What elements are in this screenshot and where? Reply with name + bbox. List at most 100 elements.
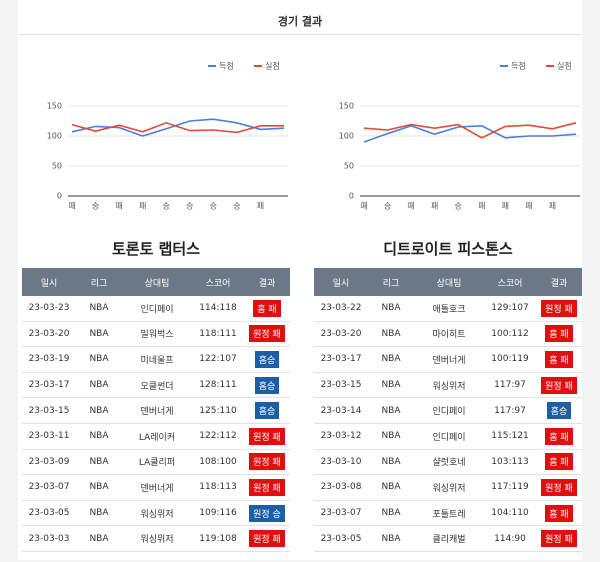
x-tick-label: 승 — [233, 202, 240, 211]
cell: LA레이커 — [138, 432, 176, 443]
legend-label: 득점 — [219, 61, 234, 71]
result-badge: 홈 패 — [545, 325, 573, 343]
cell: NBA — [381, 508, 401, 519]
cell: 원정 패 — [244, 427, 290, 445]
result-badge: 홈 패 — [545, 504, 573, 522]
column-header: 결과 — [258, 278, 276, 289]
y-tick-label: 150 — [47, 102, 62, 111]
x-tick-label: 승 — [163, 202, 170, 211]
cell: 워싱위저 — [432, 381, 466, 392]
table-row: 23-03-22 NBA 애틀호크 129:107 원정 패 — [314, 296, 582, 322]
cell: 마이히트 — [432, 330, 466, 341]
cell: 23-03-08 — [320, 482, 362, 493]
cell: 홈 패 — [244, 299, 290, 317]
cell: NBA — [89, 380, 109, 391]
cell: NBA — [381, 328, 401, 339]
cell: NBA — [381, 431, 401, 442]
cell: 103:113 — [491, 456, 529, 467]
cell: NBA — [89, 508, 109, 519]
cell: NBA — [89, 431, 109, 442]
cell: NBA — [381, 482, 401, 493]
cell: 23-03-09 — [28, 456, 70, 467]
cell: NBA — [381, 533, 401, 544]
result-badge: 원정 패 — [541, 530, 577, 548]
table: 일시 리그 상대팀 스코어 결과 23-03-23 NBA 인디페이 114:118 홈 패 23-… — [22, 268, 290, 552]
cell: NBA — [381, 303, 401, 314]
cell: 104:110 — [491, 508, 529, 519]
column-header: 상대팀 — [436, 278, 462, 289]
x-tick-label: 패 — [139, 201, 146, 211]
cell: 홈 패 — [536, 350, 582, 368]
x-tick-label: 패 — [115, 201, 122, 211]
cell: 클리캐벌 — [432, 535, 466, 546]
cell: 109:116 — [199, 508, 237, 519]
cell: 원정 패 — [536, 299, 582, 317]
cell: 115:121 — [491, 431, 529, 442]
cell: 23-03-15 — [320, 380, 362, 391]
table-row: 23-03-14 NBA 인디페이 117:97 홈승 — [314, 398, 582, 424]
table-row: 23-03-05 NBA 워싱위저 109:116 원정 승 — [22, 501, 290, 527]
result-badge: 원정 패 — [249, 453, 285, 471]
table-row: 23-03-15 NBA 덴버너게 125:110 홈승 — [22, 398, 290, 424]
cell: 100:112 — [491, 328, 529, 339]
result-badge: 원정 패 — [249, 427, 285, 445]
cell: 128:111 — [199, 380, 237, 391]
table-row: 23-03-03 NBA 워싱위저 119:108 원정 패 — [22, 526, 290, 552]
cell: NBA — [381, 405, 401, 416]
x-tick-label: 승 — [210, 202, 217, 211]
x-tick-label: 승 — [186, 202, 193, 211]
cell: 122:112 — [199, 431, 237, 442]
cell: 미네울프 — [140, 355, 174, 366]
cell: 원정 패 — [244, 478, 290, 496]
cell: 오클썬더 — [140, 381, 174, 392]
x-tick-label: 패 — [68, 201, 75, 211]
cell: 샬럿호네 — [432, 458, 466, 469]
cell: 인디페이 — [432, 432, 466, 443]
result-badge: 홈승 — [254, 402, 280, 420]
table-row: 23-03-05 NBA 클리캐벌 114:90 원정 패 — [314, 526, 582, 552]
cell: 홈 패 — [536, 504, 582, 522]
cell: 23-03-17 — [320, 354, 362, 365]
table-row: 23-03-07 NBA 덴버너게 118:113 원정 패 — [22, 475, 290, 501]
cell: 23-03-17 — [28, 380, 70, 391]
team-name: 토론토 랩터스 — [111, 240, 201, 258]
cell: NBA — [89, 533, 109, 544]
y-tick-label: 100 — [47, 132, 62, 141]
cell: 23-03-07 — [28, 482, 70, 493]
chart: 0 50 100 150 패 승 패 패 승 승 승 승 패 득점 실점 — [47, 61, 288, 211]
x-tick-label: 패 — [549, 201, 556, 211]
column-header: 일시 — [40, 278, 58, 289]
cell: 23-03-14 — [320, 405, 362, 416]
result-badge: 홈 패 — [253, 299, 281, 317]
cell: 117:97 — [494, 380, 526, 391]
table-row: 23-03-15 NBA 워싱위저 117:97 원정 패 — [314, 373, 582, 399]
result-badge: 원정 패 — [249, 325, 285, 343]
result-badge: 홈 패 — [545, 453, 573, 471]
result-badge: 홈승 — [254, 376, 280, 394]
cell: 114:90 — [494, 533, 526, 544]
table-header: 일시 리그 상대팀 스코어 결과 — [314, 268, 582, 296]
column-header: 결과 — [550, 278, 568, 289]
cell: 100:119 — [491, 354, 529, 365]
result-badge: 원정 승 — [249, 504, 285, 522]
cell: 홈 패 — [536, 453, 582, 471]
cell: 홈승 — [536, 402, 582, 420]
x-tick-label: 승 — [455, 202, 462, 211]
cell: 23-03-15 — [28, 405, 70, 416]
page: 경기 결과 0 50 100 150 패 승 패 패 승 승 승 승 패 득점 실점 0 50 100 150 패 승 패… — [18, 0, 582, 560]
y-tick-label: 150 — [339, 102, 354, 111]
column-header: 스코어 — [205, 278, 231, 289]
cell: 워싱위저 — [140, 535, 174, 546]
cell: NBA — [89, 405, 109, 416]
cell: 홈승 — [244, 376, 290, 394]
table-row: 23-03-09 NBA LA클리퍼 108:100 원정 패 — [22, 450, 290, 476]
cell: 117:97 — [494, 405, 526, 416]
cell: 118:111 — [199, 328, 237, 339]
cell: 홈 패 — [536, 427, 582, 445]
cell: NBA — [381, 380, 401, 391]
cell: 홈 패 — [536, 325, 582, 343]
cell: 118:113 — [199, 482, 237, 493]
legend-label: 실점 — [265, 61, 280, 71]
table-row: 23-03-17 NBA 오클썬더 128:111 홈승 — [22, 373, 290, 399]
x-tick-label: 패 — [478, 201, 485, 211]
